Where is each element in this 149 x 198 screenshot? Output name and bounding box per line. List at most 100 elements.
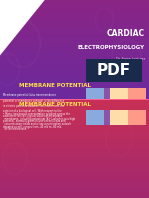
Bar [86,59,142,82]
Bar [0,108,149,109]
Bar [0,21,149,22]
Bar [0,178,149,179]
Bar [0,171,149,172]
Bar [0,141,149,142]
Bar [0,167,149,168]
Bar [0,59,149,61]
Bar [0,177,149,178]
Bar [0,188,149,189]
Bar [0,69,149,70]
Bar [0,88,149,89]
Bar [0,53,149,54]
Bar [0,128,149,129]
Bar [0,41,149,42]
Bar [0,12,149,14]
Bar [0,78,149,79]
Bar [0,50,149,51]
Bar [0,63,149,64]
Bar [0,35,149,36]
Bar [0,144,149,145]
Text: • Many ions have a concentration gradient across the
  membrane, including potas: • Many ions have a concentration gradien… [3,112,75,131]
Bar [110,88,128,99]
Bar [0,82,149,83]
Bar [0,91,149,93]
Bar [0,98,149,99]
Bar [0,134,149,135]
Bar [0,181,149,182]
Bar [0,162,149,163]
Bar [0,183,149,184]
Bar [0,1,149,2]
Bar [0,176,149,177]
Bar [0,153,149,155]
Text: CARDIAC: CARDIAC [106,29,145,38]
Bar [86,110,104,125]
Bar [0,163,149,165]
Bar [0,172,149,173]
Bar [0,79,149,80]
Bar [0,189,149,190]
Bar [0,15,149,16]
Bar [0,115,149,116]
Bar [0,72,149,73]
Bar [0,73,149,74]
Bar [0,70,149,72]
Bar [0,109,149,110]
Bar [0,61,149,62]
Bar [0,100,149,101]
Bar [0,26,149,27]
Bar [0,140,149,141]
Bar [0,132,149,134]
Bar [0,121,149,123]
Bar [0,36,149,37]
Bar [0,37,149,38]
Bar [0,56,149,57]
Bar [0,96,149,98]
Bar [0,152,149,153]
Bar [0,29,149,30]
Bar [0,51,149,52]
Bar [86,88,104,99]
Bar [0,168,149,169]
Bar [0,84,149,85]
Bar [0,114,149,115]
Bar [0,24,149,25]
Bar [0,113,149,114]
Bar [0,131,149,132]
Bar [0,30,149,31]
Bar [0,106,149,108]
Bar [104,110,110,125]
Bar [0,47,149,48]
Bar [0,111,149,113]
Bar [0,160,149,161]
Bar [0,16,149,17]
Bar [0,22,149,24]
Bar [0,17,149,19]
Bar [0,187,149,188]
Bar [0,94,149,95]
Bar [0,42,149,43]
Bar [0,95,149,96]
Bar [0,20,149,21]
Bar [0,116,149,118]
Bar [0,5,149,6]
Bar [0,11,149,12]
Bar [0,136,149,137]
Bar [0,10,149,11]
Text: Dr. Some Lecturer: Dr. Some Lecturer [115,57,145,61]
Bar [0,179,149,181]
Bar [0,7,149,9]
Bar [0,101,149,103]
Bar [0,120,149,121]
Bar [0,156,149,157]
Bar [0,129,149,130]
Bar [0,147,149,148]
Bar [0,124,149,125]
Bar [0,0,149,1]
Bar [0,192,149,193]
Bar [0,64,149,66]
Text: Membrane potential (also transmembrane
potential or membrane voltage) is the dif: Membrane potential (also transmembrane p… [3,93,66,129]
Bar [0,6,149,7]
Bar [0,43,149,45]
Bar [0,19,149,20]
